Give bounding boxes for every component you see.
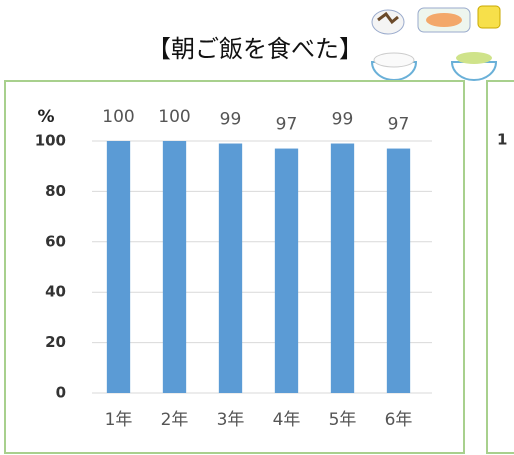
bar xyxy=(163,141,186,393)
x-tick-label: 1年 xyxy=(105,410,133,430)
x-tick-label: 2年 xyxy=(161,410,189,430)
y-tick-label: 60 xyxy=(45,232,66,250)
x-tick-label: 3年 xyxy=(217,410,245,430)
y-tick-label: 40 xyxy=(45,283,66,301)
data-label: 99 xyxy=(332,110,354,130)
y-tick-label: 100 xyxy=(35,132,66,150)
chart-title: 【朝ご飯を食べた】 xyxy=(147,35,363,63)
bar xyxy=(275,149,298,393)
bar xyxy=(331,144,354,393)
y-tick-label: 20 xyxy=(45,333,66,351)
food-illustration xyxy=(372,6,500,80)
page: {"chart_data": {"type": "bar", "title": … xyxy=(0,0,514,455)
y-tick-label: 0 xyxy=(56,384,66,402)
bar xyxy=(219,144,242,393)
data-label: 99 xyxy=(220,110,242,130)
bar xyxy=(107,141,130,393)
y-tick-label: 80 xyxy=(45,182,66,200)
data-label: 97 xyxy=(388,115,410,135)
x-tick-label: 6年 xyxy=(385,410,413,430)
data-label: 100 xyxy=(102,107,134,127)
chart: 【朝ご飯を食べた】 1 % 0 20 40 60 80 100 1年 100 2年 100 3年 99… xyxy=(0,0,514,455)
x-tick-label: 5年 xyxy=(329,410,357,430)
x-tick-label: 4年 xyxy=(273,410,301,430)
data-label: 100 xyxy=(158,107,190,127)
next-panel-fragment: 1 xyxy=(497,131,507,149)
y-axis-label: % xyxy=(37,107,54,127)
bar xyxy=(387,149,410,393)
data-label: 97 xyxy=(276,115,298,135)
